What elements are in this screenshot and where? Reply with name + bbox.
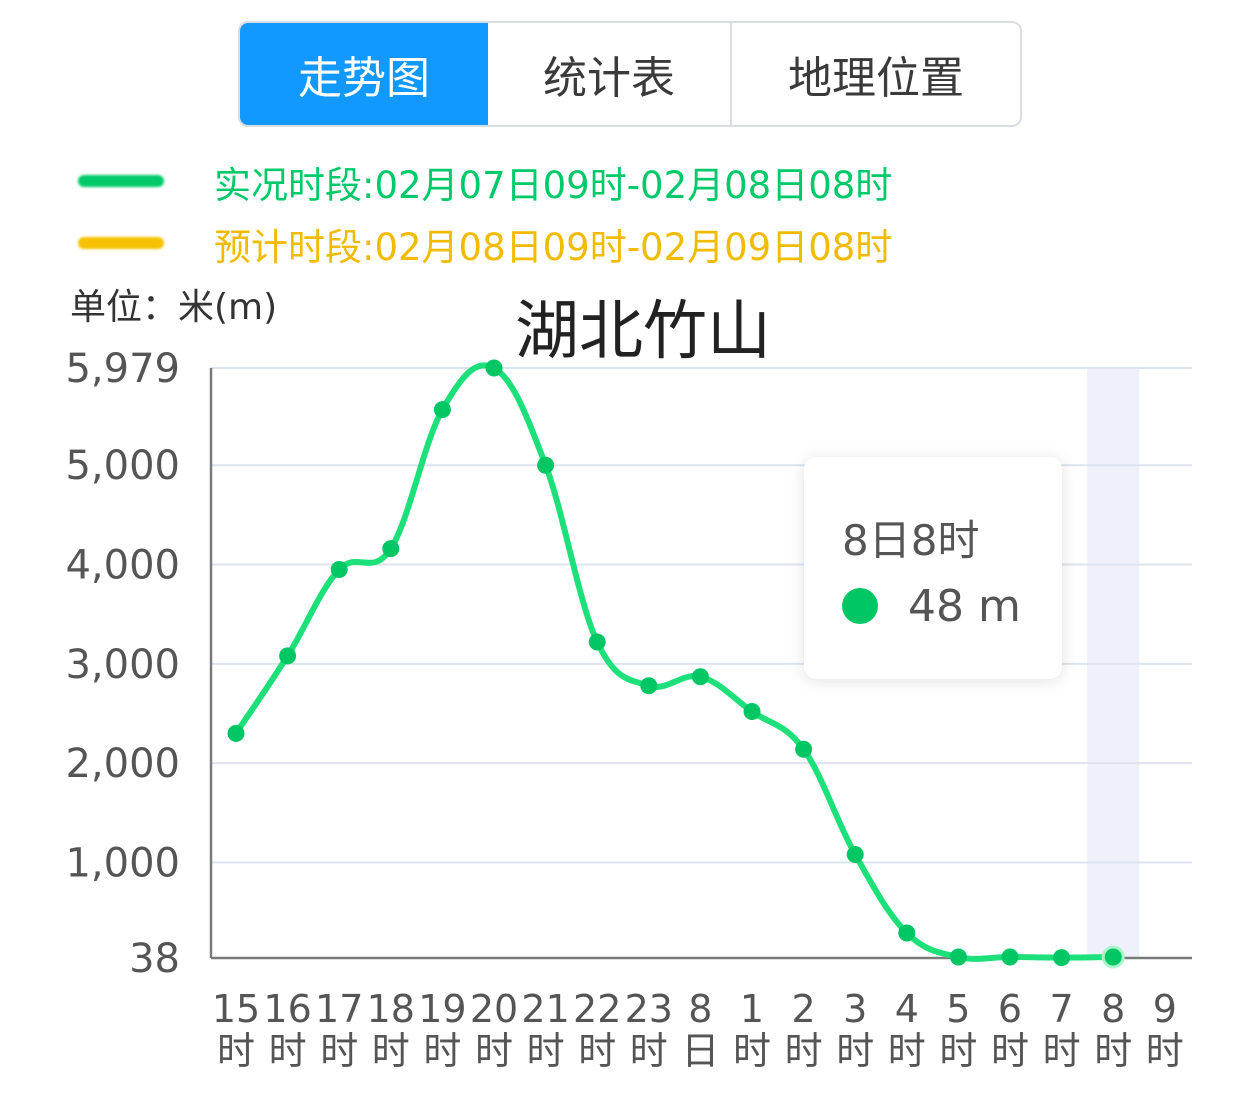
view-tabs: 走势图 统计表 地理位置 xyxy=(238,21,1022,127)
data-point xyxy=(588,633,606,651)
x-tick-label: 19 时 xyxy=(418,987,466,1073)
tab-location[interactable]: 地理位置 xyxy=(788,53,964,104)
data-point xyxy=(949,948,967,966)
tab-statistics[interactable]: 统计表 xyxy=(488,23,732,125)
y-tick-label: 3,000 xyxy=(65,642,180,688)
unit-label: 单位：米(m) xyxy=(70,287,278,328)
legend-observed xyxy=(78,159,164,203)
y-tick-label: 38 xyxy=(129,936,180,982)
data-point xyxy=(1001,948,1019,966)
x-tick-label: 17 时 xyxy=(315,987,363,1073)
tooltip: 8日8时 48 m xyxy=(804,457,1062,679)
x-tick-label: 22 时 xyxy=(573,987,621,1073)
chart-title: 湖北竹山 xyxy=(515,295,771,369)
legend-observed-text: 实况时段:02月07日09时-02月08日08时 xyxy=(214,164,893,207)
series-line xyxy=(233,362,1117,962)
tooltip-series-dot xyxy=(842,588,878,624)
data-point xyxy=(279,647,297,665)
legend-forecast-text: 预计时段:02月08日09时-02月09日08时 xyxy=(214,226,893,269)
data-point xyxy=(485,359,503,377)
x-tick-label: 16 时 xyxy=(263,987,311,1073)
data-point xyxy=(640,677,658,695)
tooltip-value: 48 m xyxy=(908,581,1021,632)
data-point xyxy=(1101,945,1125,969)
forecast-swatch xyxy=(78,237,164,249)
data-point xyxy=(846,846,864,864)
tab-trend[interactable]: 走势图 xyxy=(240,23,488,125)
y-tick-label: 5,000 xyxy=(65,443,180,489)
data-point xyxy=(1053,949,1071,967)
x-tick-label: 18 时 xyxy=(367,987,415,1073)
y-tick-label: 4,000 xyxy=(65,543,180,589)
data-point xyxy=(898,924,916,942)
y-tick-label: 5,979 xyxy=(65,346,180,392)
data-point xyxy=(433,401,451,419)
data-point xyxy=(691,668,709,686)
x-tick-label: 21 时 xyxy=(521,987,569,1073)
observed-swatch xyxy=(78,175,164,187)
data-point xyxy=(795,740,813,758)
x-tick-label: 23 时 xyxy=(625,987,673,1073)
x-tick-label: 15 时 xyxy=(212,987,260,1073)
data-point xyxy=(382,540,400,558)
legend-forecast xyxy=(78,221,164,265)
data-point xyxy=(537,456,555,474)
tooltip-time: 8日8时 xyxy=(842,516,980,565)
data-point xyxy=(743,703,761,721)
y-tick-label: 2,000 xyxy=(65,741,180,787)
data-point xyxy=(227,724,245,742)
y-tick-label: 1,000 xyxy=(65,840,180,886)
x-tick-label: 20 时 xyxy=(470,987,518,1073)
data-point xyxy=(330,560,348,578)
